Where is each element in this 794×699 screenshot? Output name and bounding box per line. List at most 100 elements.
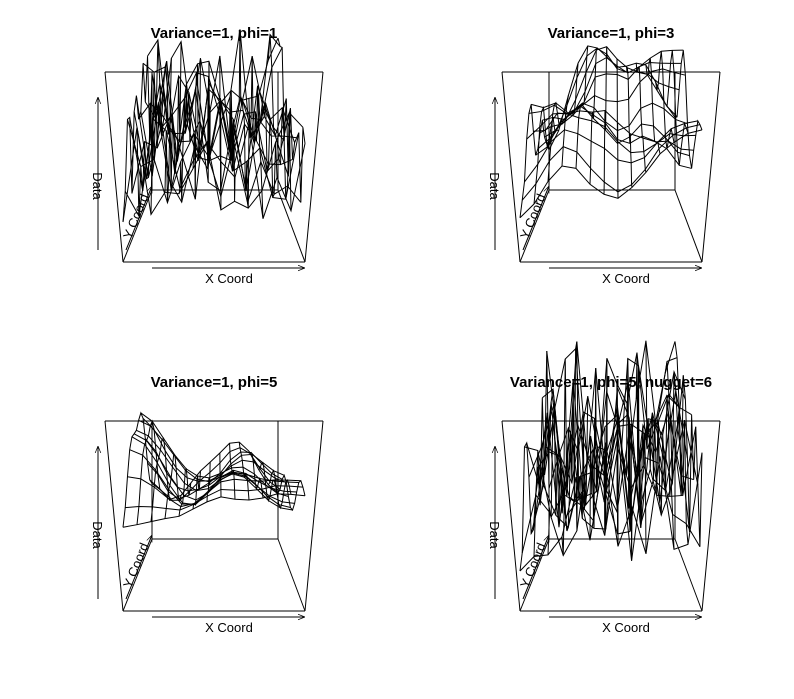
surface-mesh [531, 102, 692, 169]
y-arrow [125, 535, 153, 600]
surface-mesh [127, 476, 301, 508]
surface-mesh [164, 454, 182, 519]
box-edge [519, 538, 550, 612]
surface-mesh [533, 105, 559, 205]
surface-mesh [267, 34, 292, 211]
surface-mesh [178, 467, 192, 517]
surface-mesh [136, 39, 163, 216]
box-edge [104, 71, 124, 263]
panel-title: Variance=1, phi=1 [151, 25, 278, 42]
box-edge [501, 420, 521, 612]
y-arrow [522, 535, 550, 600]
surface-mesh [645, 340, 661, 496]
surface-mesh [539, 49, 684, 134]
surface-mesh [674, 50, 703, 169]
surface-mesh [589, 47, 598, 185]
surface-mesh [150, 58, 172, 215]
box-edge [701, 71, 721, 263]
box-edge [701, 420, 721, 612]
surface-mesh [144, 438, 285, 492]
surface-mesh [140, 412, 289, 497]
surface-mesh [528, 104, 694, 151]
box-edge [501, 71, 521, 263]
surface-mesh [532, 424, 691, 533]
surface-mesh [277, 37, 306, 203]
surface-mesh [151, 441, 279, 500]
surface-mesh [206, 462, 211, 502]
surface-mesh [122, 411, 153, 528]
surface-mesh [541, 357, 682, 514]
box-edge [519, 189, 550, 263]
surface-mesh [616, 383, 619, 547]
surface-mesh [192, 58, 201, 200]
box-edge [277, 538, 306, 612]
panel-title: Variance=1, phi=5, nugget=6 [510, 374, 712, 391]
surface-mesh [521, 124, 701, 201]
surface-mesh [219, 55, 222, 210]
surface-mesh [164, 41, 182, 203]
surface-mesh [519, 129, 703, 219]
surface-mesh [547, 359, 569, 555]
z-label: Data [90, 521, 105, 549]
surface-mesh [122, 493, 306, 528]
box-edge [104, 420, 124, 612]
surface-mesh [603, 46, 608, 195]
x-label: X Coord [602, 271, 650, 286]
surface-mesh [521, 435, 701, 561]
surface-mesh [519, 104, 550, 218]
panel-title: Variance=1, phi=5 [151, 374, 278, 391]
surface-mesh [258, 461, 278, 503]
surface-mesh [537, 369, 686, 509]
x-label: X Coord [205, 620, 253, 635]
surface-mesh [136, 419, 163, 525]
surface-mesh [125, 485, 303, 511]
surface-mesh [655, 51, 675, 149]
surface-mesh [133, 433, 295, 504]
surface-mesh [144, 55, 285, 162]
surface-mesh [238, 29, 250, 209]
surface-mesh [616, 58, 619, 199]
surface-mesh [192, 470, 201, 510]
y-arrow [125, 186, 153, 251]
surface-mesh [645, 58, 661, 155]
box-edge [304, 71, 324, 263]
y-label: Y Coord [517, 540, 549, 590]
panel: Variance=1, phi=5, nugget=6 X Coord Data Y … [487, 340, 721, 635]
surface-mesh [178, 84, 192, 203]
surface-mesh [229, 443, 236, 500]
surface-mesh [138, 82, 291, 173]
panel: Variance=1, phi=5 X Coord Data Y Coord [90, 374, 324, 635]
surface-mesh [277, 473, 306, 512]
panel-title: Variance=1, phi=3 [548, 25, 675, 42]
box-edge [674, 189, 703, 263]
surface-mesh [267, 469, 292, 510]
surface-mesh [535, 102, 688, 156]
surface-mesh [575, 396, 589, 531]
surface-mesh [626, 66, 633, 188]
surface-mesh [122, 56, 153, 223]
surface-mesh [238, 442, 250, 500]
surface-mesh [635, 352, 647, 554]
y-label: Y Coord [120, 540, 152, 590]
surface-mesh [561, 63, 579, 167]
y-arrow [522, 186, 550, 251]
surface-mesh [248, 56, 264, 219]
surface-mesh [248, 450, 264, 499]
surface-mesh [219, 452, 222, 497]
z-label: Data [90, 172, 105, 200]
x-label: X Coord [602, 620, 650, 635]
surface-mesh [129, 99, 300, 204]
box-edge [674, 538, 703, 612]
surface-mesh [575, 45, 589, 169]
surface-mesh [150, 437, 172, 522]
surface-mesh [142, 417, 287, 483]
box-edge [122, 538, 153, 612]
surface-mesh [524, 120, 698, 183]
surface-mesh [664, 50, 689, 166]
box-edge [277, 189, 306, 263]
surface-mesh [526, 112, 696, 154]
surface-mesh [635, 63, 647, 173]
